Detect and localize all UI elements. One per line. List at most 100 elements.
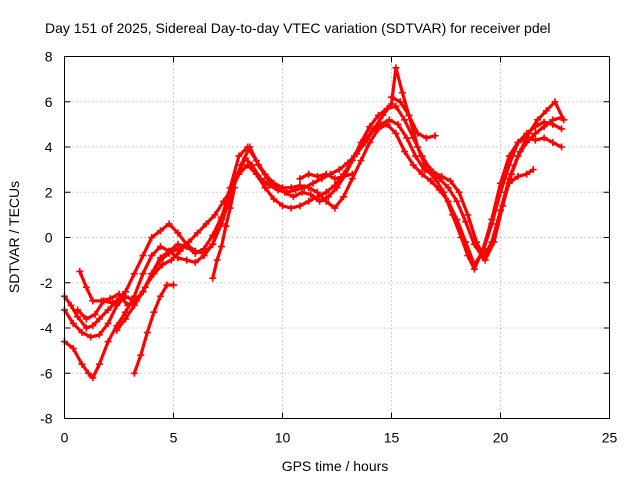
data-point [350,152,358,160]
data-point [516,148,524,156]
data-point [89,374,97,382]
data-point [531,129,539,137]
data-point [122,315,130,323]
data-point [296,175,304,183]
data-point [499,202,507,210]
data-point [91,310,99,318]
data-point [191,247,199,255]
data-point [148,234,156,241]
data-point [113,326,121,334]
data-point [156,227,164,235]
data-point [322,170,330,178]
data-point [150,308,158,316]
data-point [409,134,417,142]
data-point [331,175,339,183]
data-point [540,134,548,142]
data-point [444,197,452,205]
data-point [309,179,317,187]
data-point [558,143,566,151]
data-point [95,360,103,368]
data-point [74,306,82,314]
data-point [324,193,332,201]
data-point [235,152,243,160]
data-point [405,111,413,119]
data-point [213,256,221,264]
data-point [220,197,228,205]
data-point [69,319,77,327]
data-point [418,152,426,160]
data-point [525,129,533,137]
data-point [270,195,278,203]
data-point [104,338,112,346]
data-point [246,143,254,151]
data-point [124,301,132,309]
axes: 0 5 10 15 20 25 -8 -6 -4 -2 0 2 4 6 8 [40,49,617,446]
y-axis-label: SDTVAR / TECUs [6,181,22,293]
data-point [340,172,348,180]
data-point [139,270,147,278]
data-point [444,184,452,192]
data-point [322,188,330,196]
data-point [69,344,77,352]
data-point [217,243,225,251]
data-point [104,306,112,314]
data-point [392,129,400,137]
data-point [394,120,402,128]
data-point [396,98,404,106]
data-point [435,186,443,194]
data-point [289,193,297,201]
data-point [287,204,295,212]
data-point [202,220,210,228]
data-point [388,93,395,101]
data-point [313,172,321,180]
data-series [61,64,568,382]
data-point [130,301,138,309]
data-point [122,288,130,296]
data-point [398,89,406,97]
data-point [244,161,252,169]
data-point [165,249,173,257]
data-point [78,329,86,337]
data-point [551,98,559,106]
data-point [163,281,171,289]
chart-title: Day 151 of 2025, Sidereal Day-to-day VTE… [45,20,551,36]
data-point [401,148,409,156]
series-trace [62,66,564,380]
data-series-11 [74,297,116,323]
data-point [481,256,489,264]
data-point [549,116,557,124]
data-point [226,204,234,212]
data-point [335,166,343,174]
y-tick-label: 2 [45,184,53,200]
data-point [313,188,321,196]
data-point [331,204,339,212]
series-trace [62,104,564,339]
x-tick-label: 25 [602,430,618,446]
data-series-10 [505,166,537,187]
data-point [422,134,430,142]
data-point [455,188,463,196]
data-point [82,315,90,323]
x-axis-label: GPS time / hours [282,458,389,474]
data-point [148,270,156,278]
series-trace [507,168,535,185]
data-point [507,170,515,178]
data-point [174,229,182,237]
data-point [115,290,123,298]
data-series-4 [76,98,568,309]
data-point [368,127,376,135]
data-point [95,331,103,339]
data-point [523,170,531,178]
data-point [414,129,422,137]
data-point [159,261,167,269]
data-point [252,170,260,178]
data-point [84,369,92,377]
data-point [137,351,145,359]
data-point [87,333,95,341]
data-point [462,218,470,226]
data-point [473,238,481,246]
data-point [411,152,419,160]
data-point [490,238,498,246]
data-point [170,281,177,289]
data-point [359,138,367,146]
